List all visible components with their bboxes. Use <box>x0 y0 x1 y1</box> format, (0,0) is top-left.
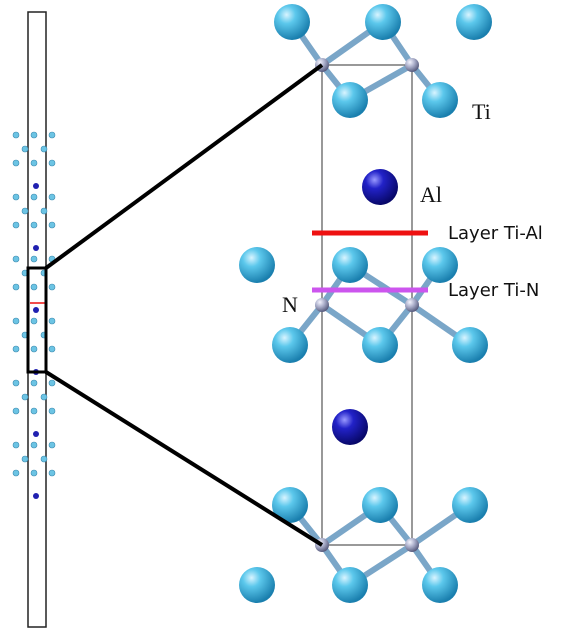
mini-ti-atom <box>12 255 20 263</box>
al-atom <box>332 409 368 445</box>
mini-ti-atom <box>30 441 38 449</box>
mini-ti-atom <box>21 393 29 401</box>
mini-ti-atom <box>48 441 56 449</box>
mini-ti-atom <box>48 379 56 387</box>
mini-ti-atom <box>48 407 56 415</box>
mini-al-atom <box>33 493 39 499</box>
unit-cell <box>321 64 413 546</box>
zoom-line <box>44 370 324 547</box>
mini-al-atom <box>33 431 39 437</box>
al-atom <box>362 169 398 205</box>
mini-ti-atom <box>12 131 20 139</box>
mini-ti-atom <box>48 345 56 353</box>
mini-ti-atom <box>12 193 20 201</box>
mini-ti-atom <box>12 379 20 387</box>
ti-atom <box>272 487 308 523</box>
mini-ti-atom <box>30 345 38 353</box>
layer-ti-al-label: Layer Ti-Al <box>448 223 543 244</box>
mini-ti-atom <box>12 221 20 229</box>
mini-ti-atom <box>30 193 38 201</box>
zoom-line <box>44 63 324 270</box>
mini-ti-atom <box>21 455 29 463</box>
ti-atom <box>422 247 458 283</box>
mini-ti-atom <box>30 469 38 477</box>
mini-ti-atom <box>30 221 38 229</box>
mini-ti-atom <box>30 407 38 415</box>
mini-ti-atom <box>12 407 20 415</box>
ti-atom <box>362 487 398 523</box>
mini-ti-atom <box>48 131 56 139</box>
mini-ti-atom <box>30 379 38 387</box>
atoms <box>239 4 492 603</box>
mini-ti-atom <box>40 393 48 401</box>
ti-atom <box>274 4 310 40</box>
ti-atom <box>239 247 275 283</box>
n-label: N <box>282 292 298 317</box>
mini-ti-atom <box>21 145 29 153</box>
ti-atom <box>272 327 308 363</box>
mini-al-atom <box>33 245 39 251</box>
mini-ti-atom <box>48 159 56 167</box>
mini-ti-atom <box>12 159 20 167</box>
layer-ti-n-label: Layer Ti-N <box>448 280 539 301</box>
mini-ti-atom <box>12 317 20 325</box>
supercell-atoms <box>12 131 56 499</box>
n-atom <box>405 538 419 552</box>
mini-ti-atom <box>48 317 56 325</box>
mini-ti-atom <box>40 207 48 215</box>
mini-al-atom <box>33 183 39 189</box>
mini-ti-atom <box>48 283 56 291</box>
ti-atom <box>422 82 458 118</box>
mini-ti-atom <box>48 221 56 229</box>
mini-ti-atom <box>40 145 48 153</box>
ti-atom <box>332 567 368 603</box>
n-atom <box>405 58 419 72</box>
mini-ti-atom <box>30 131 38 139</box>
mini-ti-atom <box>30 317 38 325</box>
ti-atom <box>365 4 401 40</box>
ti-atom <box>452 327 488 363</box>
n-atom <box>315 298 329 312</box>
ti-atom <box>452 487 488 523</box>
mini-ti-atom <box>12 345 20 353</box>
ti-atom <box>332 82 368 118</box>
n-atom <box>405 298 419 312</box>
ti-atom <box>362 327 398 363</box>
mini-ti-atom <box>48 193 56 201</box>
mini-ti-atom <box>40 455 48 463</box>
mini-ti-atom <box>12 441 20 449</box>
mini-al-atom <box>33 307 39 313</box>
mini-ti-atom <box>48 469 56 477</box>
zoom-box <box>26 266 48 374</box>
mini-ti-atom <box>30 255 38 263</box>
supercell-column <box>27 11 47 628</box>
mini-ti-atom <box>12 469 20 477</box>
ti-label: Ti <box>472 99 491 124</box>
ti-atom <box>456 4 492 40</box>
mini-ti-atom <box>30 283 38 291</box>
mini-ti-atom <box>12 283 20 291</box>
ti-atom <box>332 247 368 283</box>
mini-ti-atom <box>21 207 29 215</box>
ti-atom <box>239 567 275 603</box>
mini-ti-atom <box>30 159 38 167</box>
al-label: Al <box>420 182 442 207</box>
ti-atom <box>422 567 458 603</box>
